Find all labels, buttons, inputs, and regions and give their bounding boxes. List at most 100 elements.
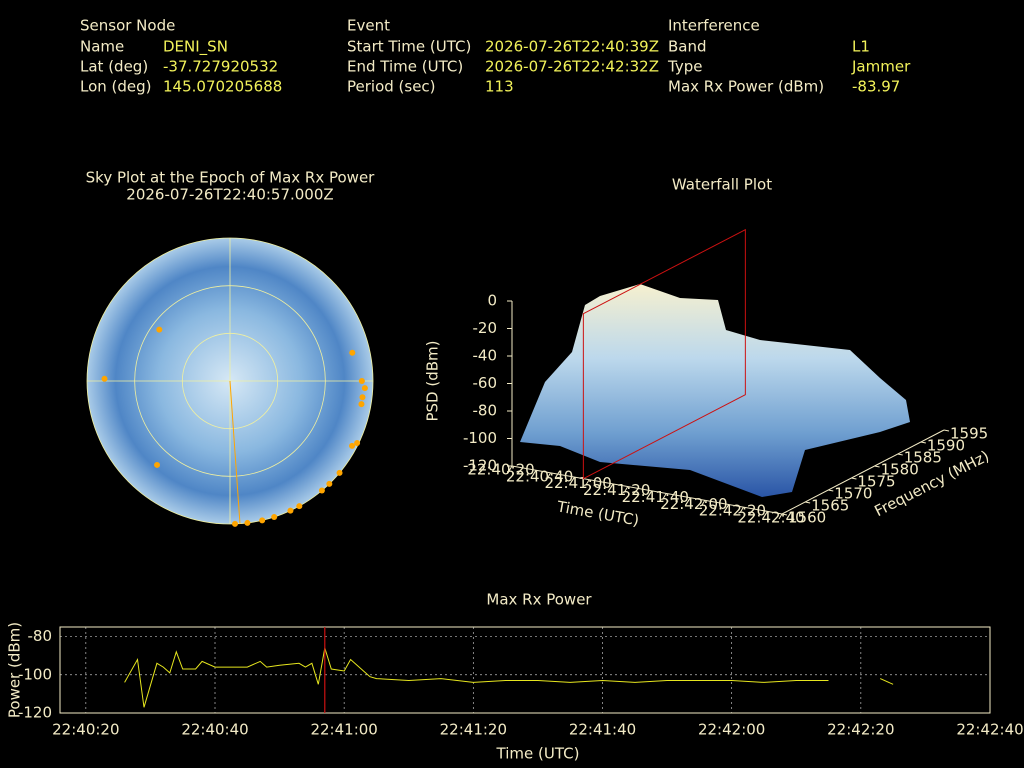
info-label: Type xyxy=(667,58,702,76)
y-tick-label: 1575 xyxy=(857,473,895,491)
x-tick-label: 22:40:40 xyxy=(181,721,248,739)
time-axis xyxy=(511,465,783,515)
info-value: Jammer xyxy=(851,58,911,76)
x-tick-label: 22:42:20 xyxy=(699,502,766,520)
plot-frame xyxy=(59,626,991,714)
info-label: Name xyxy=(80,38,124,56)
y-tick xyxy=(805,501,811,504)
y-axis-label: Power (dBm) xyxy=(6,622,24,718)
info-label: End Time (UTC) xyxy=(347,58,463,76)
y-tick xyxy=(874,465,880,468)
y-tick-label: 1565 xyxy=(811,497,849,515)
frequency-axis xyxy=(781,429,945,515)
info-label: Period (sec) xyxy=(347,78,436,96)
y-tick-label: -100 xyxy=(18,665,52,683)
x-tick xyxy=(508,465,513,472)
y-tick-label: 1590 xyxy=(927,437,965,455)
x-tick xyxy=(778,513,783,520)
y-tick-label: 1585 xyxy=(904,449,942,467)
info-value: -83.97 xyxy=(852,78,900,96)
chart-title: Max Rx Power xyxy=(486,591,592,609)
info-label: Start Time (UTC) xyxy=(347,38,471,56)
z-tick-label: -60 xyxy=(473,374,498,392)
x-tick xyxy=(662,493,667,499)
epoch-plane xyxy=(582,228,746,480)
satellite xyxy=(336,469,343,476)
section-heading: Event xyxy=(347,17,390,35)
info-value: 2026-07-26T22:42:32Z xyxy=(485,58,659,76)
section-heading: Interference xyxy=(668,17,760,35)
power-line xyxy=(124,647,894,708)
y-tick-label: 1560 xyxy=(788,509,826,527)
x-tick-label: 22:42:00 xyxy=(660,495,727,513)
satellite xyxy=(259,517,266,524)
x-tick xyxy=(739,506,744,513)
x-tick xyxy=(585,479,590,485)
x-tick-label: 22:41:00 xyxy=(544,474,611,492)
satellite xyxy=(326,480,333,487)
satellite xyxy=(359,394,366,401)
chart-subtitle: 2026-07-26T22:40:57.000Z xyxy=(126,186,333,204)
z-tick-label: 0 xyxy=(487,292,497,310)
x-tick-label: 22:41:20 xyxy=(440,721,507,739)
z-tick-label: -40 xyxy=(473,347,498,365)
chart-title: Waterfall Plot xyxy=(672,176,772,194)
chart-title: Sky Plot at the Epoch of Max Rx Power xyxy=(86,169,376,187)
y-tick xyxy=(920,441,926,444)
y-tick xyxy=(943,429,950,432)
y-tick-label: -80 xyxy=(28,627,53,645)
info-value: L1 xyxy=(852,38,870,56)
info-value: -37.727920532 xyxy=(163,58,278,76)
satellite xyxy=(354,439,361,446)
x-tick-label: 22:41:20 xyxy=(583,481,650,499)
satellite xyxy=(358,378,365,384)
z-tick-label: -20 xyxy=(473,319,498,337)
info-value: 2026-07-26T22:40:39Z xyxy=(485,38,659,56)
satellite xyxy=(318,487,325,494)
x-tick-label: 22:41:40 xyxy=(569,721,636,739)
satellite xyxy=(361,385,368,392)
satellite xyxy=(349,442,356,449)
satellite xyxy=(287,507,294,514)
x-tick-label: 22:41:40 xyxy=(622,488,689,506)
azimuth-line xyxy=(229,380,241,524)
x-axis-label: Time (UTC) xyxy=(496,745,580,763)
surface xyxy=(520,284,910,497)
satellite xyxy=(358,401,365,408)
x-tick-label: 22:40:20 xyxy=(467,461,534,479)
y-tick-label: 1580 xyxy=(881,461,919,479)
info-label: Lat (deg) xyxy=(80,58,148,76)
y-tick xyxy=(897,453,903,456)
satellite xyxy=(296,503,303,510)
satellite xyxy=(101,375,108,382)
satellite xyxy=(231,520,238,527)
x-tick-label: 22:42:40 xyxy=(737,509,804,527)
z-tick-label: -100 xyxy=(463,429,497,447)
x-tick-label: 22:42:00 xyxy=(698,721,765,739)
z-tick-label: -80 xyxy=(473,402,498,420)
x-tick-label: 22:40:40 xyxy=(506,467,573,485)
x-tick-label: 22:41:00 xyxy=(310,721,377,739)
info-label: Band xyxy=(668,38,707,56)
satellite xyxy=(244,519,251,526)
x-tick-label: 22:40:20 xyxy=(52,721,119,739)
info-value: DENI_SN xyxy=(163,38,228,57)
info-label: Max Rx Power (dBm) xyxy=(668,78,824,96)
z-tick-label: -120 xyxy=(463,457,497,475)
y-tick-label: -120 xyxy=(18,704,52,722)
satellite xyxy=(349,349,356,356)
y-tick-label: 1570 xyxy=(834,485,872,503)
info-label: Lon (deg) xyxy=(80,78,152,96)
y-tick xyxy=(851,477,857,480)
y-tick xyxy=(828,489,834,492)
x-tick xyxy=(547,472,552,479)
info-value: 113 xyxy=(485,78,514,96)
satellite xyxy=(271,514,278,521)
x-tick xyxy=(701,500,706,506)
x-tick-label: 22:42:40 xyxy=(956,721,1023,739)
x-tick-label: 22:42:20 xyxy=(827,721,894,739)
satellite xyxy=(154,461,161,468)
x-tick xyxy=(624,486,629,492)
